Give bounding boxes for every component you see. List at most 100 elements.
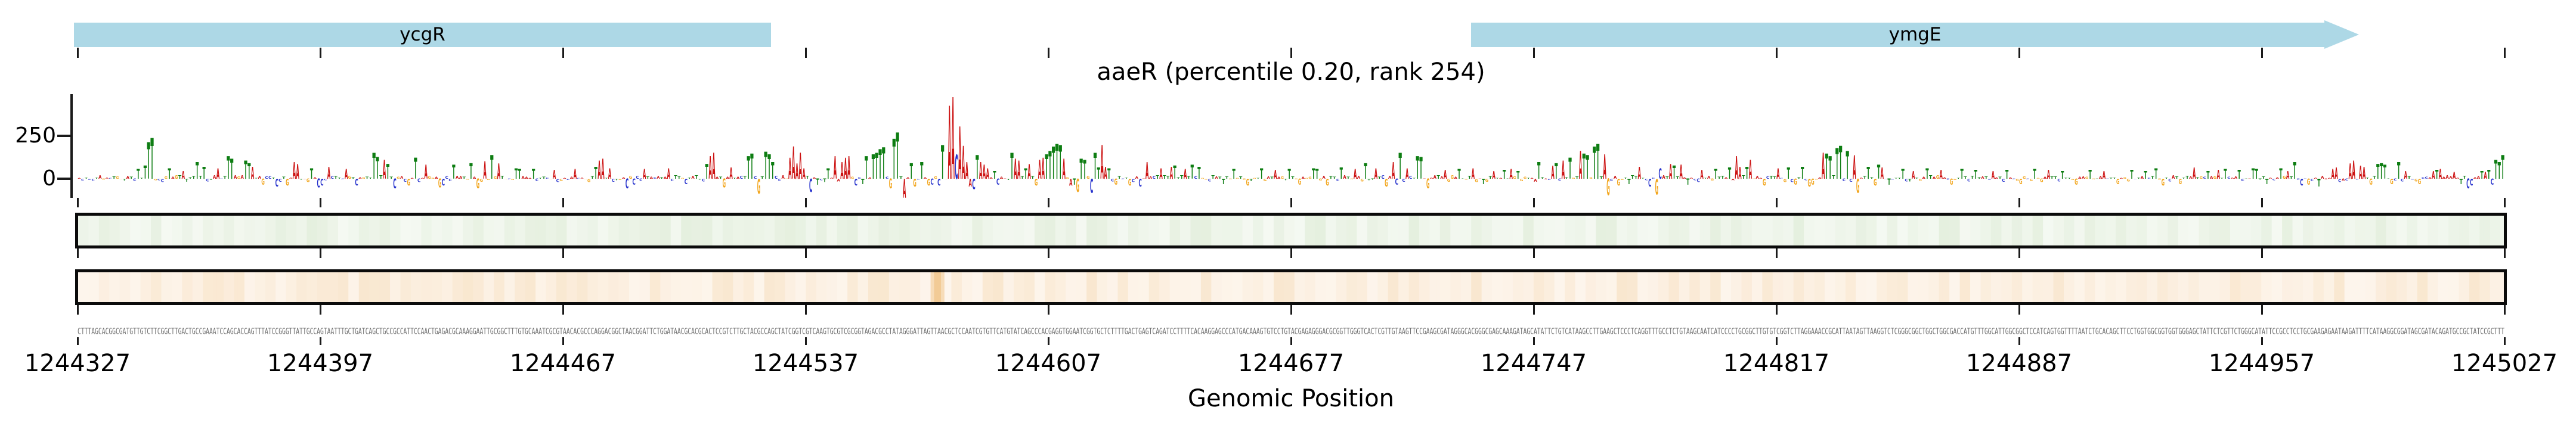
- heatmap-cell: [754, 216, 758, 245]
- logo-letter: C: [268, 176, 271, 180]
- heatmap-cell: [795, 216, 800, 245]
- heatmap-cell: [2441, 216, 2445, 245]
- heatmap-cell: [404, 216, 408, 245]
- heatmap-cell: [1627, 272, 1631, 302]
- logo-letter: T: [282, 177, 286, 180]
- logo-letter: A: [1063, 153, 1066, 186]
- heatmap-cell: [1384, 272, 1389, 302]
- logo-letter: C: [1946, 179, 1949, 181]
- logo-letter: G: [102, 179, 105, 181]
- heatmap-cell: [442, 216, 446, 245]
- logo-letter: T: [490, 150, 493, 187]
- heatmap-cell: [1797, 216, 1801, 245]
- logo-letter: A: [1100, 137, 1103, 191]
- heatmap-cell: [1439, 272, 1444, 302]
- heatmap-cell: [1003, 272, 1007, 302]
- heatmap-cell: [1758, 272, 1763, 302]
- heatmap-cell: [1904, 216, 1908, 245]
- logo-letter: G: [913, 177, 916, 189]
- logo-letter: G: [587, 178, 591, 183]
- heatmap-cell: [1408, 216, 1413, 245]
- heatmap-cell: [1052, 216, 1056, 245]
- logo-letter: T: [1166, 175, 1170, 180]
- heatmap-cell: [1398, 272, 1402, 302]
- heatmap-cell: [2011, 216, 2016, 245]
- heatmap-cell: [425, 272, 429, 302]
- heatmap-cell: [1838, 272, 1843, 302]
- logo-letter: C: [2425, 177, 2428, 179]
- heatmap-cell: [126, 272, 131, 302]
- heatmap-cell: [1353, 216, 1357, 245]
- logo-letter: G: [618, 179, 621, 181]
- heatmap-cell: [2001, 272, 2005, 302]
- heatmap-cell: [695, 216, 699, 245]
- heatmap-cell: [2219, 272, 2224, 302]
- heatmap-cell: [677, 216, 682, 245]
- logo-letter: G: [2414, 179, 2417, 183]
- heatmap-cell: [2244, 272, 2248, 302]
- logo-letter: T: [1329, 175, 1332, 180]
- heatmap-cell: [729, 272, 733, 302]
- heatmap-cell: [2292, 272, 2296, 302]
- heatmap-cell: [2185, 272, 2189, 302]
- heatmap-cell: [1637, 216, 1642, 245]
- heatmap-cell: [1464, 216, 1468, 245]
- heatmap-cell: [2261, 216, 2265, 245]
- logo-letter: T: [1887, 177, 1891, 187]
- heatmap-cell: [993, 272, 997, 302]
- logo-letter: T: [1097, 164, 1100, 183]
- logo-letter: C: [626, 176, 628, 192]
- heatmap-cell: [1332, 216, 1337, 245]
- heatmap-cell: [175, 272, 179, 302]
- logo-letter: T: [1270, 177, 1274, 179]
- logo-letter: T: [2113, 178, 2116, 179]
- heatmap-cell: [1606, 272, 1611, 302]
- heatmap-cell: [2317, 272, 2321, 302]
- heatmap-cell: [982, 272, 987, 302]
- heatmap-cell: [1498, 216, 1503, 245]
- heatmap-cell: [1779, 272, 1784, 302]
- logo-letter: T: [1489, 176, 1493, 180]
- logo-letter: C: [2272, 179, 2275, 181]
- heatmap-cell: [1751, 272, 1756, 302]
- heatmap-cell: [2133, 216, 2137, 245]
- logo-letter: A: [2044, 177, 2047, 179]
- logo-letter: C: [535, 178, 539, 182]
- heatmap-cell: [2490, 216, 2494, 245]
- logo-letter: T: [705, 160, 708, 184]
- x-tick-mark: [76, 337, 79, 345]
- heatmap-cell: [1512, 216, 1517, 245]
- heatmap-cell: [2164, 272, 2168, 302]
- logo-letter: A: [563, 178, 566, 179]
- logo-letter: T: [1828, 150, 1831, 186]
- x-tick-mark: [2503, 337, 2506, 345]
- heatmap-cell: [314, 272, 318, 302]
- logo-letter: A: [1374, 167, 1377, 183]
- logo-letter: A: [213, 175, 216, 180]
- x-tick-mark: [1047, 337, 1049, 345]
- logo-letter: T: [1537, 159, 1540, 185]
- heatmap-cell: [1668, 272, 1673, 302]
- heatmap-cell: [2393, 272, 2397, 302]
- logo-letter: T: [1218, 177, 1222, 180]
- heatmap-cell: [951, 272, 955, 302]
- heatmap-cell: [685, 216, 689, 245]
- logo-letter: C: [445, 175, 448, 179]
- heatmap-cell: [463, 272, 467, 302]
- heatmap-cell: [1329, 216, 1333, 245]
- heatmap-cell: [996, 216, 1001, 245]
- heatmap-cell: [1381, 216, 1385, 245]
- logo-letter: T: [2144, 169, 2148, 182]
- heatmap-cell: [2206, 216, 2210, 245]
- heatmap-cell: [227, 272, 231, 302]
- logo-letter: G: [1128, 177, 1131, 188]
- heatmap-cell: [2306, 272, 2311, 302]
- logo-letter: A: [1995, 178, 1999, 179]
- heatmap-cell: [2431, 272, 2435, 302]
- heatmap-cell: [247, 216, 252, 245]
- logo-letter: T: [196, 159, 199, 185]
- heatmap-cell: [1401, 216, 1406, 245]
- heatmap-cell: [660, 216, 664, 245]
- heatmap-cell: [1939, 216, 1943, 245]
